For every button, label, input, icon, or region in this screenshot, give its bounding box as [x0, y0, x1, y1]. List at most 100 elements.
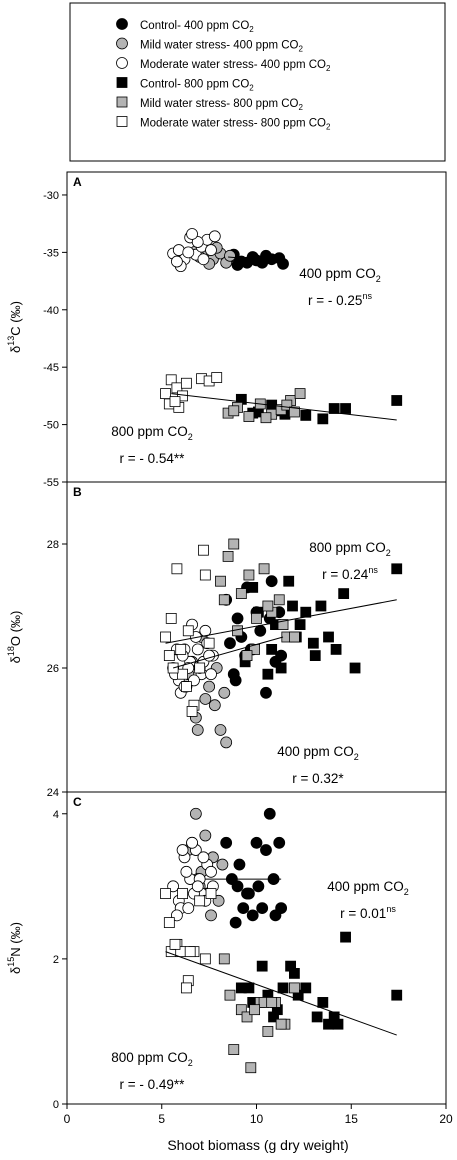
- data-point: [249, 644, 261, 655]
- data-point: [171, 255, 183, 268]
- data-point: [228, 405, 240, 417]
- data-point: [241, 650, 253, 661]
- data-point: [184, 946, 196, 958]
- series-3: [235, 931, 403, 1030]
- panel-label: B: [73, 485, 82, 499]
- data-point: [235, 588, 247, 599]
- data-point: [182, 902, 195, 914]
- legend-label: Control- 800 ppm CO2: [140, 79, 254, 93]
- data-point: [275, 662, 287, 674]
- legend-marker: [116, 57, 128, 69]
- x-axis-label: Shoot biomass (g dry weight): [167, 1137, 348, 1153]
- legend-label: Moderate water stress- 400 ppm CO2: [140, 59, 331, 73]
- data-point: [275, 1018, 287, 1030]
- data-point: [246, 909, 259, 922]
- data-point: [243, 982, 255, 994]
- data-point: [258, 563, 270, 575]
- y-tick-label: -30: [43, 190, 59, 202]
- data-point: [252, 880, 265, 893]
- series-4: [215, 538, 300, 661]
- data-point: [205, 909, 217, 922]
- data-point: [222, 551, 234, 562]
- data-point: [180, 377, 192, 389]
- data-point: [294, 388, 306, 399]
- data-point: [288, 406, 300, 418]
- data-point: [176, 844, 189, 856]
- data-point: [273, 836, 286, 849]
- x-tick-label: 5: [158, 1112, 165, 1126]
- data-point: [243, 411, 255, 422]
- trend-line: [165, 599, 397, 644]
- y-tick-label: -40: [43, 305, 59, 317]
- data-point: [228, 538, 240, 550]
- legend-label: Mild water stress- 800 ppm CO2: [140, 98, 304, 112]
- data-point: [391, 395, 403, 406]
- data-point: [208, 699, 221, 712]
- data-point: [245, 1062, 257, 1074]
- data-point: [283, 575, 295, 587]
- data-point: [224, 989, 236, 1001]
- legend-marker: [116, 116, 128, 127]
- trend-line: [171, 393, 397, 421]
- data-point: [266, 644, 278, 655]
- data-point: [189, 807, 202, 820]
- legend-box: [69, 2, 446, 162]
- data-point: [277, 982, 289, 994]
- data-point: [197, 253, 210, 266]
- data-point: [218, 953, 230, 965]
- panel-a: A -30 -35 -40 -45 -50 -55 δ13C (‰) 400 ppm CO2 r …: [6, 171, 447, 489]
- data-point: [186, 706, 198, 717]
- data-point: [214, 724, 227, 736]
- data-point: [273, 594, 285, 606]
- data-point: [241, 1011, 253, 1023]
- legend-label: Mild water stress- 400 ppm CO2: [140, 40, 304, 54]
- legend-marker: [116, 96, 128, 108]
- y-tick-label: 2: [53, 954, 59, 966]
- data-point: [275, 649, 288, 662]
- x-tick-label: 20: [439, 1112, 453, 1126]
- data-point: [215, 575, 226, 587]
- data-point: [243, 569, 255, 581]
- data-point: [254, 624, 267, 637]
- legend-label: Moderate water stress- 800 ppm CO2: [140, 118, 331, 132]
- data-point: [233, 858, 246, 871]
- data-point: [237, 902, 250, 914]
- data-point: [220, 836, 233, 849]
- data-point: [211, 372, 223, 383]
- y-tick-label: -35: [43, 247, 59, 259]
- x-tick-label: 0: [64, 1112, 71, 1126]
- series-0: [220, 575, 288, 699]
- data-point: [169, 938, 181, 950]
- data-point: [288, 967, 300, 979]
- data-point: [300, 606, 312, 618]
- y-tick-label: -55: [43, 477, 59, 489]
- data-point: [247, 582, 259, 593]
- y-tick-label: 28: [47, 539, 59, 551]
- trend-line: [165, 951, 397, 1036]
- data-point: [165, 613, 177, 624]
- data-point: [160, 631, 171, 643]
- y-tick-label: 26: [47, 663, 59, 675]
- data-point: [263, 807, 276, 820]
- data-point: [340, 931, 351, 943]
- panel-label: C: [73, 795, 82, 809]
- annotation-co2: 800 ppm CO2: [309, 540, 391, 558]
- y-axis-label: δ13C (‰): [6, 301, 23, 353]
- data-point: [266, 997, 278, 1008]
- data-point: [218, 594, 230, 606]
- data-point: [182, 625, 194, 637]
- data-point: [260, 844, 272, 856]
- data-point: [241, 256, 253, 269]
- data-point: [294, 619, 306, 630]
- data-point: [171, 563, 183, 575]
- annotation-r: r = - 0.49**: [120, 1077, 186, 1092]
- y-tick-label: -50: [43, 420, 59, 432]
- data-point: [300, 410, 312, 421]
- data-point: [338, 588, 350, 599]
- series-5: [160, 888, 217, 994]
- data-point: [229, 674, 242, 687]
- data-point: [265, 575, 278, 588]
- data-point: [180, 865, 193, 878]
